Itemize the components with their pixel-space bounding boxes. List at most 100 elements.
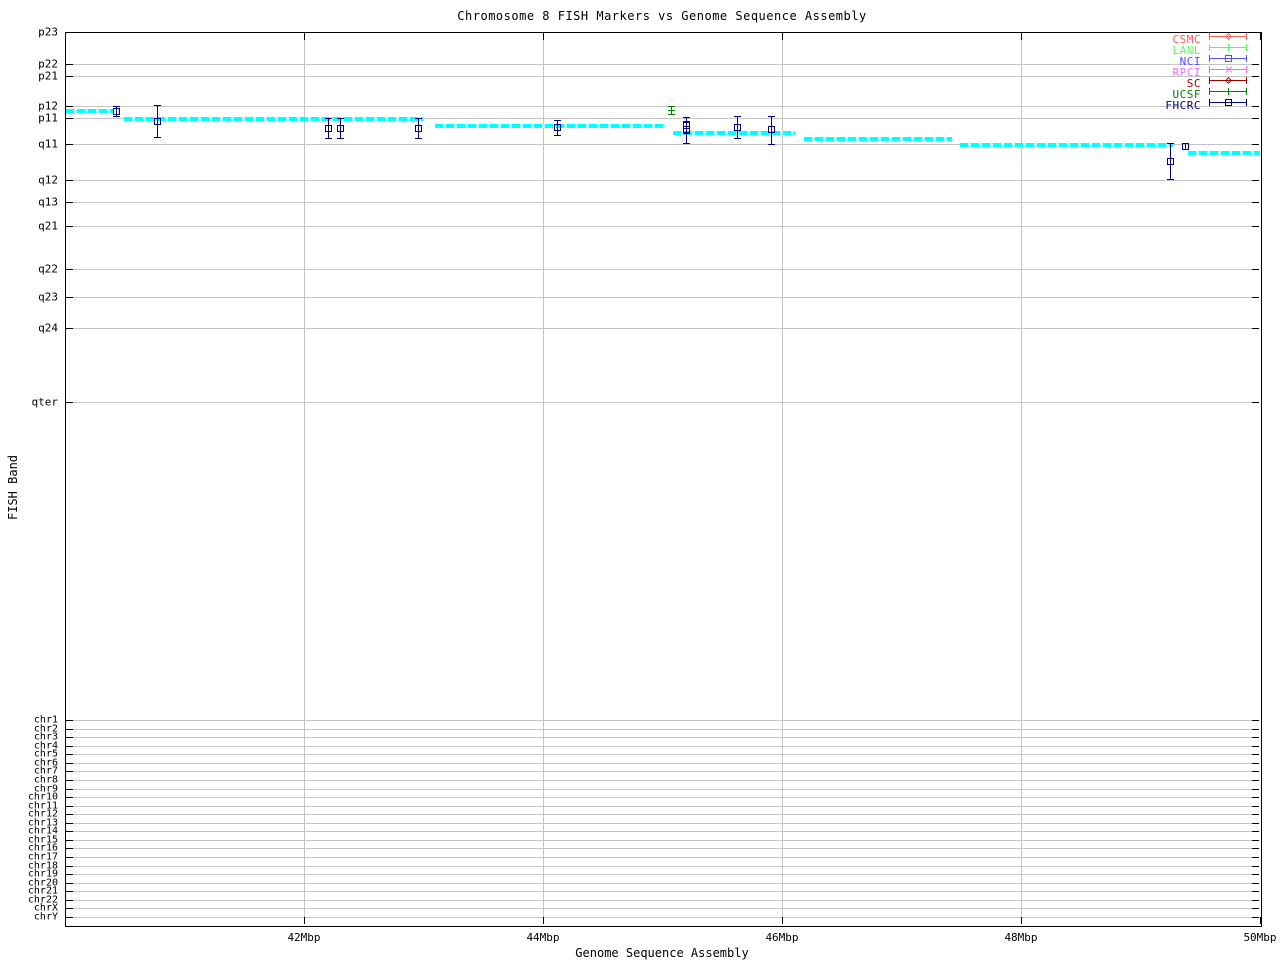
legend-sample-line — [1209, 99, 1210, 106]
gridline-y-q12 — [66, 180, 1259, 181]
fhcrc-errorbar-cap — [768, 116, 775, 117]
legend-sample-rpci — [1209, 66, 1247, 77]
ytick-left-chr15 — [66, 840, 73, 841]
fhcrc-errorbar-cap — [683, 117, 690, 118]
assembly-segment — [123, 117, 424, 121]
ytick-right-q23 — [1252, 297, 1259, 298]
ytick-left-chr1 — [66, 720, 73, 721]
ucsf-marker-icon — [1228, 88, 1229, 95]
legend-sample-line — [1246, 66, 1247, 73]
legend-label: UCSF — [1172, 88, 1201, 101]
ytick-left-chrY — [66, 917, 73, 918]
xtick-bottom-46 — [782, 917, 783, 924]
gridline-y-q13 — [66, 202, 1259, 203]
fhcrc-errorbar — [116, 106, 117, 116]
ytick-right-q11 — [1252, 144, 1259, 145]
y-tick-label-chr11: chr11 — [27, 800, 58, 812]
ytick-left-p23 — [66, 32, 73, 33]
gridline-y-chr9 — [66, 789, 1259, 790]
fhcrc-errorbar — [1185, 143, 1186, 149]
gridline-y-chr21 — [66, 891, 1259, 892]
ytick-right-p11 — [1252, 118, 1259, 119]
y-tick-label-chr9: chr9 — [33, 783, 58, 795]
assembly-segment — [66, 109, 113, 113]
ytick-left-chr16 — [66, 848, 73, 849]
ytick-right-chr17 — [1252, 857, 1259, 858]
fhcrc-errorbar-cap — [554, 135, 561, 136]
y-tick-label-chr8: chr8 — [33, 774, 58, 786]
ytick-right-chr18 — [1252, 866, 1259, 867]
y-tick-label-chrX: chrX — [33, 902, 58, 914]
fhcrc-errorbar-cap — [154, 105, 161, 106]
gridline-y-chr4 — [66, 746, 1259, 747]
y-tick-label-p23: p23 — [38, 25, 58, 39]
legend-sample-line — [1246, 88, 1247, 95]
ytick-left-chr7 — [66, 771, 73, 772]
gridline-y-p11 — [66, 118, 1259, 119]
legend-sample-nci — [1209, 55, 1247, 66]
ytick-left-chr22 — [66, 900, 73, 901]
gridline-y-chr11 — [66, 806, 1259, 807]
legend-sample-line — [1246, 99, 1247, 106]
fhcrc-errorbar — [771, 116, 772, 144]
legend-sample-line — [1209, 58, 1247, 59]
assembly-segment — [960, 143, 1173, 147]
assembly-segment — [1188, 151, 1260, 155]
ytick-right-chrX — [1252, 908, 1259, 909]
y-tick-label-q12: q12 — [38, 173, 58, 187]
ytick-right-chr2 — [1252, 729, 1259, 730]
y-tick-label-q13: q13 — [38, 195, 58, 209]
nci-marker-icon — [1225, 55, 1232, 62]
fhcrc-errorbar-cap — [734, 138, 741, 139]
y-tick-label-chr15: chr15 — [27, 834, 58, 846]
gridline-y-chr19 — [66, 874, 1259, 875]
ytick-right-qter — [1252, 402, 1259, 403]
ytick-left-qter — [66, 402, 73, 403]
gridline-y-chrX — [66, 908, 1259, 909]
xtick-top-44 — [543, 33, 544, 40]
fhcrc-errorbar-cap — [154, 137, 161, 138]
fhcrc-errorbar — [557, 120, 558, 135]
legend-entry-fhcrc: FHCRC — [1165, 99, 1247, 112]
fhcrc-point-square-marker-icon — [415, 125, 422, 132]
assembly-segment — [803, 137, 952, 141]
fhcrc-errorbar — [328, 118, 329, 138]
chart-title: Chromosome 8 FISH Markers vs Genome Sequ… — [457, 9, 867, 23]
lanl-marker-icon — [1228, 44, 1229, 51]
y-tick-label-chr19: chr19 — [27, 868, 58, 880]
gridline-y-chr17 — [66, 857, 1259, 858]
ytick-right-chr11 — [1252, 806, 1259, 807]
fhcrc-point-square-marker-icon — [734, 124, 741, 131]
assembly-segment — [673, 131, 796, 135]
ytick-right-chr9 — [1252, 789, 1259, 790]
ytick-left-p21 — [66, 76, 73, 77]
fhcrc-errorbar-cap — [337, 138, 344, 139]
y-tick-label-chr12: chr12 — [27, 808, 58, 820]
fhcrc-point-square-marker-icon — [768, 126, 775, 133]
legend-label: NCI — [1179, 55, 1201, 68]
y-tick-label-chr21: chr21 — [27, 885, 58, 897]
legend-sample-line — [1209, 36, 1247, 37]
gridline-y-p22 — [66, 64, 1259, 65]
ytick-left-chr14 — [66, 831, 73, 832]
gridline-y-chr18 — [66, 866, 1259, 867]
gridline-x-48 — [1021, 33, 1022, 924]
gridline-y-chr2 — [66, 729, 1259, 730]
ytick-left-chrX — [66, 908, 73, 909]
fhcrc-errorbar-cap — [113, 106, 120, 107]
y-tick-label-chr16: chr16 — [27, 842, 58, 854]
ytick-right-chr20 — [1252, 883, 1259, 884]
fhcrc-errorbar — [737, 116, 738, 138]
y-tick-label-chr18: chr18 — [27, 860, 58, 872]
gridline-x-44 — [543, 33, 544, 924]
gridline-y-chrY — [66, 917, 1259, 918]
legend-entry-nci: NCI — [1165, 55, 1247, 68]
fhcrc-errorbar — [157, 105, 158, 137]
y-tick-label-q23: q23 — [38, 290, 58, 304]
fhcrc-point-square-marker-icon — [325, 125, 332, 132]
y-tick-label-q24: q24 — [38, 321, 58, 335]
ytick-left-q21 — [66, 226, 73, 227]
legend-label: FHCRC — [1165, 99, 1201, 112]
x-tick-label-48Mbp: 48Mbp — [1004, 931, 1038, 944]
y-tick-label-chr13: chr13 — [27, 817, 58, 829]
